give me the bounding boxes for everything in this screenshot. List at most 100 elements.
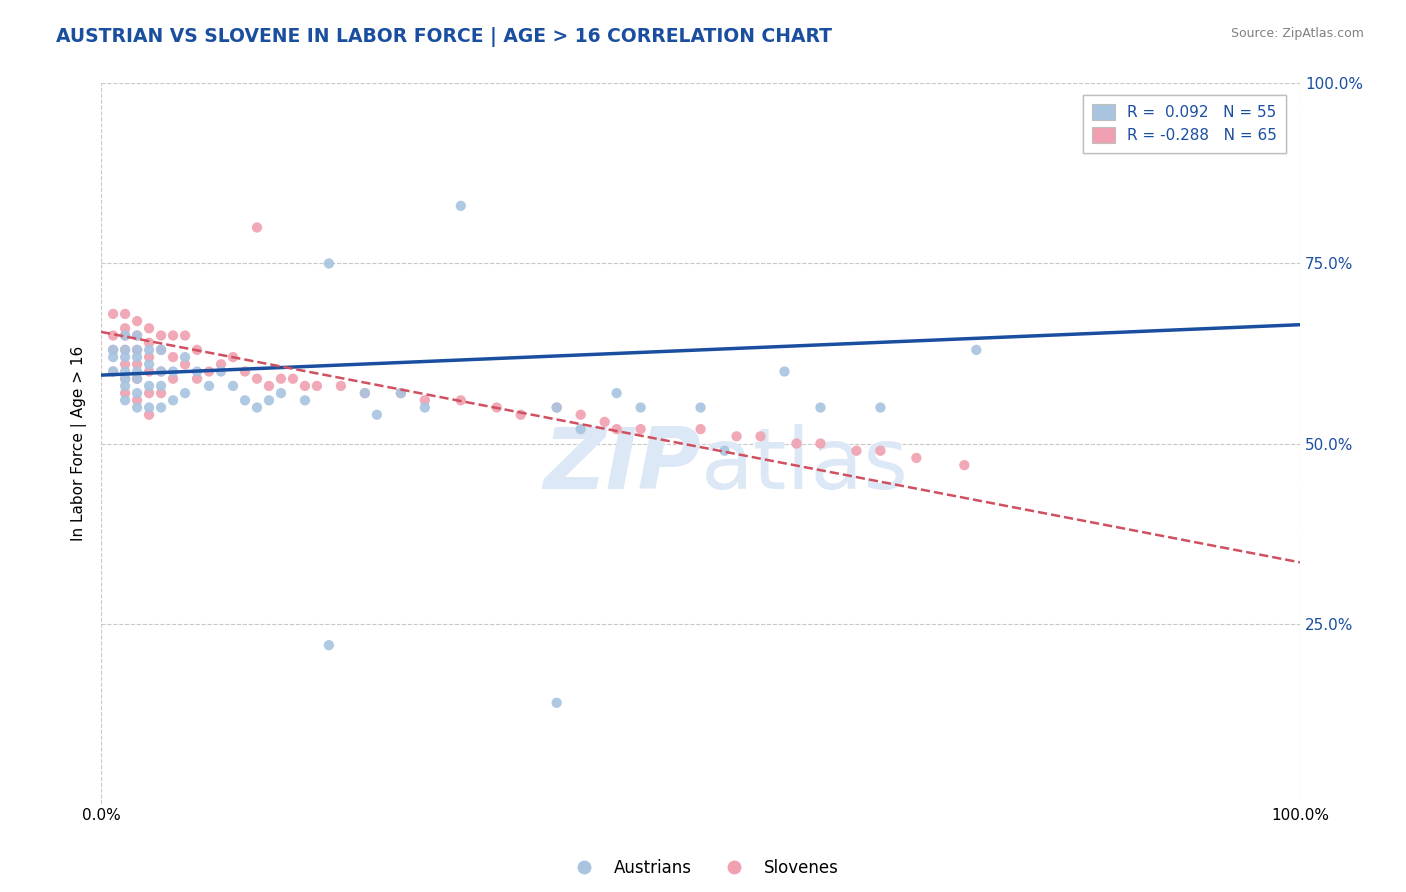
Point <box>138 321 160 335</box>
Point <box>127 343 149 357</box>
Y-axis label: In Labor Force | Age > 16: In Labor Force | Age > 16 <box>72 346 87 541</box>
Point <box>281 372 304 386</box>
Point <box>569 408 592 422</box>
Point <box>138 350 160 364</box>
Point <box>114 328 136 343</box>
Point <box>209 357 232 371</box>
Point <box>725 429 748 443</box>
Point <box>114 343 136 357</box>
Point <box>114 364 136 378</box>
Point <box>246 372 269 386</box>
Point <box>905 450 928 465</box>
Point <box>270 386 292 401</box>
Point <box>294 393 316 408</box>
Point <box>127 372 149 386</box>
Point <box>413 401 436 415</box>
Point <box>246 220 269 235</box>
Point <box>138 364 160 378</box>
Legend: R =  0.092   N = 55, R = -0.288   N = 65: R = 0.092 N = 55, R = -0.288 N = 65 <box>1083 95 1286 153</box>
Point <box>150 364 173 378</box>
Point <box>810 401 832 415</box>
Point <box>127 328 149 343</box>
Point <box>127 401 149 415</box>
Point <box>150 379 173 393</box>
Point <box>114 343 136 357</box>
Point <box>305 379 328 393</box>
Point <box>869 401 891 415</box>
Point <box>257 393 280 408</box>
Point <box>209 364 232 378</box>
Point <box>1253 98 1275 112</box>
Point <box>101 364 124 378</box>
Point <box>773 364 796 378</box>
Point <box>114 328 136 343</box>
Point <box>114 321 136 335</box>
Point <box>127 372 149 386</box>
Point <box>127 364 149 378</box>
Point <box>318 256 340 270</box>
Point <box>114 379 136 393</box>
Point <box>606 422 628 436</box>
Point <box>101 328 124 343</box>
Point <box>689 401 711 415</box>
Point <box>162 372 184 386</box>
Point <box>713 443 735 458</box>
Point <box>127 350 149 364</box>
Point <box>162 393 184 408</box>
Point <box>114 393 136 408</box>
Point <box>150 343 173 357</box>
Point <box>101 307 124 321</box>
Point <box>233 393 256 408</box>
Point <box>233 364 256 378</box>
Point <box>198 364 221 378</box>
Point <box>114 386 136 401</box>
Point <box>138 386 160 401</box>
Point <box>186 372 208 386</box>
Point <box>593 415 616 429</box>
Point <box>810 436 832 450</box>
Point <box>174 386 197 401</box>
Point <box>318 638 340 652</box>
Point <box>127 386 149 401</box>
Point <box>222 350 245 364</box>
Point <box>354 386 377 401</box>
Point <box>869 443 891 458</box>
Point <box>630 401 652 415</box>
Point <box>845 443 868 458</box>
Point <box>953 458 976 472</box>
Point <box>101 364 124 378</box>
Point <box>174 357 197 371</box>
Point <box>138 357 160 371</box>
Point <box>138 343 160 357</box>
Point <box>569 422 592 436</box>
Point <box>150 328 173 343</box>
Point <box>413 393 436 408</box>
Point <box>174 350 197 364</box>
Point <box>114 350 136 364</box>
Point <box>162 364 184 378</box>
Point <box>186 343 208 357</box>
Legend: Austrians, Slovenes: Austrians, Slovenes <box>561 853 845 884</box>
Point <box>329 379 352 393</box>
Point <box>114 357 136 371</box>
Point <box>546 401 568 415</box>
Point <box>450 199 472 213</box>
Point <box>114 372 136 386</box>
Point <box>222 379 245 393</box>
Point <box>150 401 173 415</box>
Point <box>198 379 221 393</box>
Point <box>150 364 173 378</box>
Point <box>150 386 173 401</box>
Text: atlas: atlas <box>700 424 908 507</box>
Point <box>630 422 652 436</box>
Point <box>162 350 184 364</box>
Point <box>127 393 149 408</box>
Point <box>749 429 772 443</box>
Point <box>127 314 149 328</box>
Point <box>174 328 197 343</box>
Point <box>150 343 173 357</box>
Point <box>294 379 316 393</box>
Point <box>101 350 124 364</box>
Point <box>366 408 388 422</box>
Point <box>138 335 160 350</box>
